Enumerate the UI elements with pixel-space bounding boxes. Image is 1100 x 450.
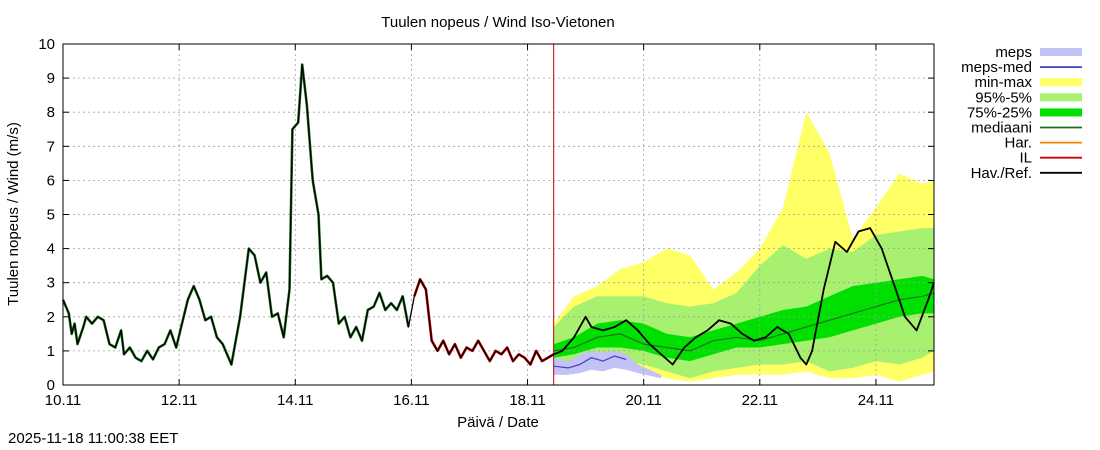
x-tick-label: 24.11: [858, 392, 894, 409]
x-axis: 10.11 12.11 14.11 16.11 18.11 20.11 22.11 24.11: [45, 44, 894, 409]
legend-label-median: mediaani: [971, 120, 1032, 137]
y-tick-label: 6: [47, 172, 55, 189]
legend-swatch-p95_5: [1040, 93, 1082, 102]
y-tick-label: 5: [47, 207, 55, 224]
x-tick-label: 20.11: [625, 392, 661, 409]
x-axis-label: Päivä / Date: [457, 414, 539, 431]
x-tick-label: 10.11: [45, 392, 81, 409]
x-tick-label: 12.11: [161, 392, 197, 409]
legend-swatch-meps: [1040, 48, 1082, 56]
legend-label-meps_med: meps-med: [961, 59, 1032, 76]
y-tick-label: 9: [47, 70, 55, 87]
median-line: [553, 292, 935, 352]
x-tick-label: 22.11: [742, 392, 778, 409]
grid-lines: [63, 44, 934, 385]
legend-label-p95_5: 95%-5%: [975, 89, 1032, 106]
legend-swatch-p75_25: [1040, 108, 1082, 117]
y-tick-label: 8: [47, 104, 55, 121]
y-axis: 0 1 2 3 4 5 6 7 8 9 10: [38, 36, 934, 394]
x-tick-label: 18.11: [509, 392, 545, 409]
y-tick-label: 10: [38, 36, 55, 53]
legend-label-p75_25: 75%-25%: [967, 104, 1032, 121]
y-tick-label: 4: [47, 241, 55, 258]
legend-label-obs: Hav./Ref.: [971, 165, 1032, 182]
y-tick-label: 7: [47, 138, 55, 155]
y-tick-label: 3: [47, 275, 55, 292]
y-tick-label: 1: [47, 343, 55, 360]
legend-swatch-minmax: [1040, 78, 1082, 87]
legend-label-meps: meps: [995, 44, 1032, 61]
legend-label-il: IL: [1019, 150, 1032, 167]
timestamp: 2025-11-18 11:00:38 EET: [8, 430, 179, 447]
chart-title: Tuulen nopeus / Wind Iso-Vietonen: [381, 14, 614, 31]
x-tick-label: 16.11: [393, 392, 429, 409]
band-75-25: [553, 275, 934, 362]
y-tick-label: 2: [47, 309, 55, 326]
legend-label-minmax: min-max: [974, 74, 1032, 91]
observed-line: [62, 63, 555, 366]
legend-label-har: Har.: [1004, 135, 1032, 152]
y-tick-label: 0: [47, 377, 55, 394]
forecast-bands: [553, 112, 934, 382]
legend: mepsmeps-medmin-max95%-5%75%-25%mediaani…: [961, 44, 1082, 182]
meps-med-line: [553, 355, 627, 369]
forecast-line: [553, 227, 935, 366]
series-lines: [61, 63, 935, 369]
band-meps: [553, 350, 662, 379]
x-tick-label: 14.11: [277, 392, 313, 409]
y-axis-label: Tuulen nopeus / Wind (m/s): [5, 122, 22, 306]
